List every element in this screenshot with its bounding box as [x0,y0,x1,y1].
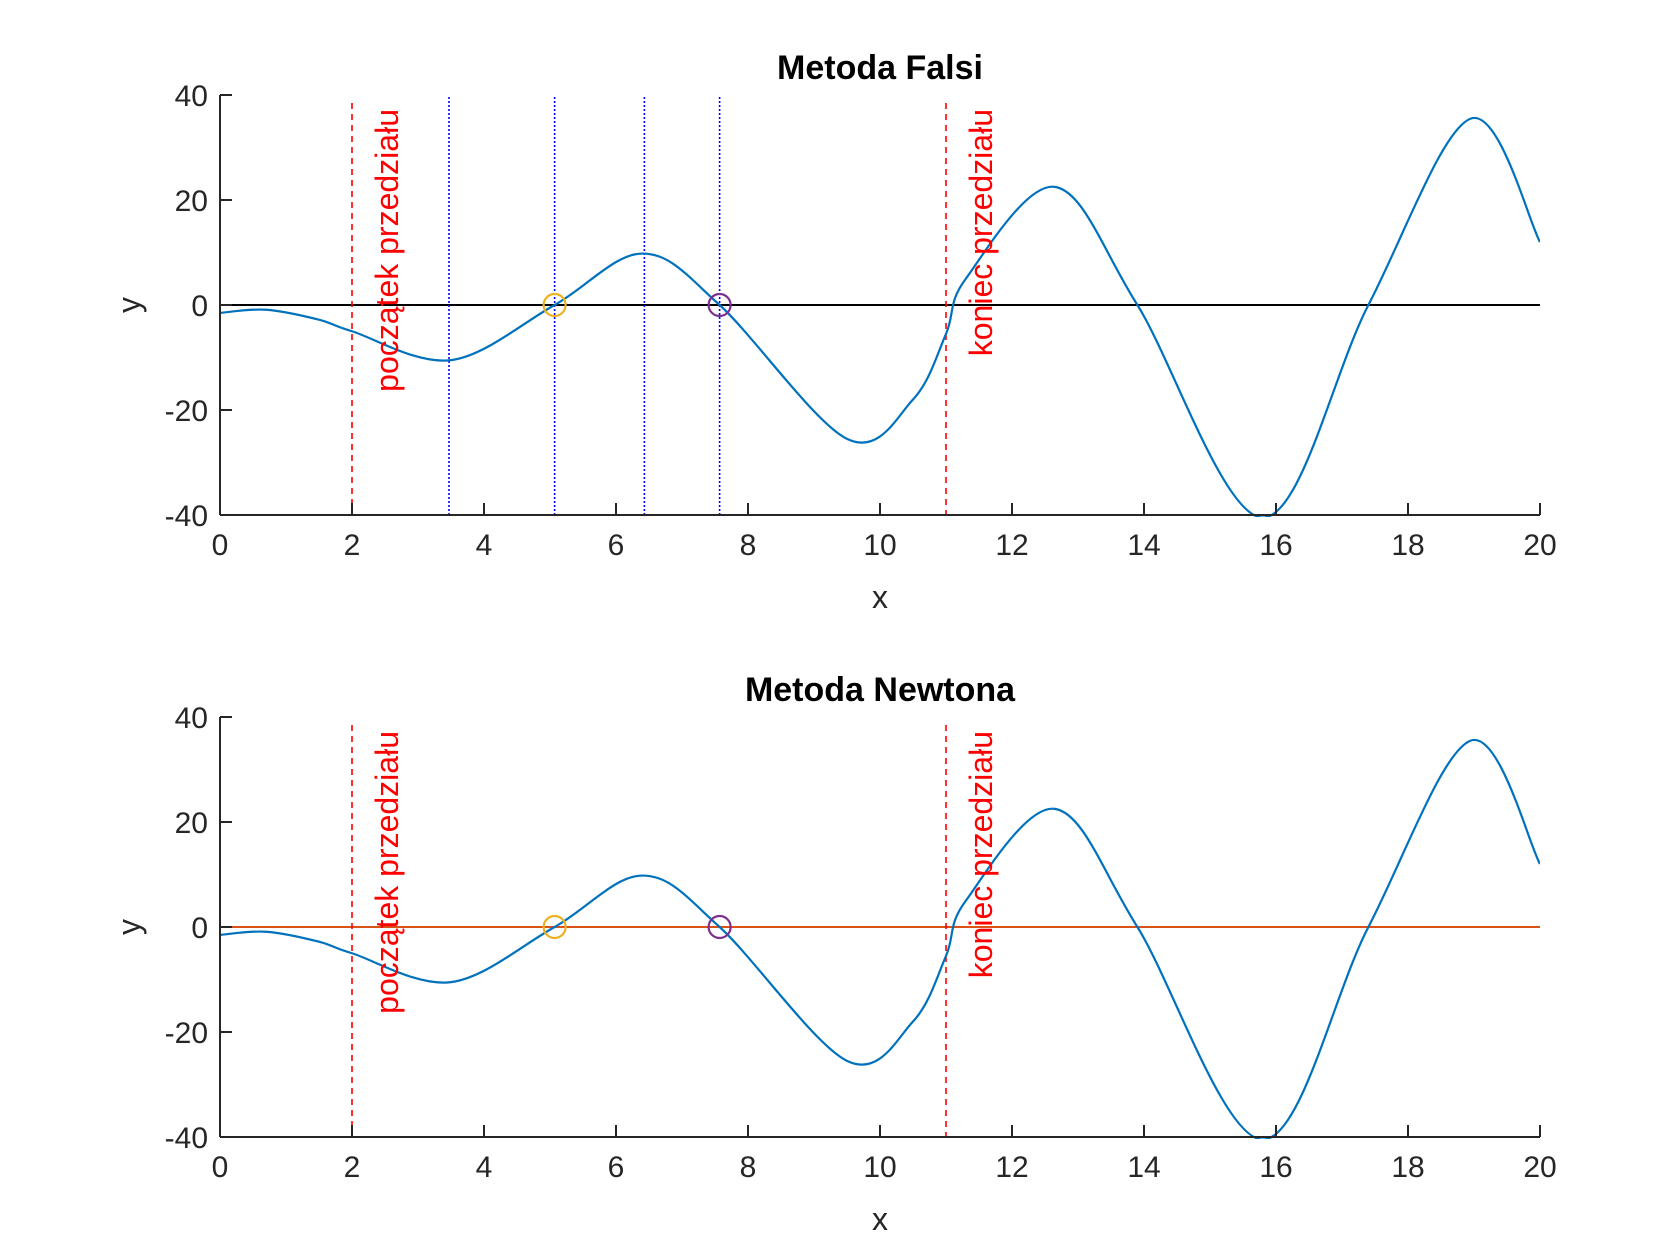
x-tick-label: 2 [344,529,361,562]
root-marker-2 [707,292,732,318]
x-tick-label: 8 [740,529,757,562]
x-tick-label: 20 [1523,1151,1556,1184]
y-tick-label: -40 [165,1122,208,1155]
y-tick-label: -20 [165,395,208,428]
y-tick-label: 0 [191,912,208,945]
x-tick-label: 16 [1259,1151,1292,1184]
x-tick-label: 18 [1391,529,1424,562]
y-tick-label: 40 [175,702,208,735]
subplot-falsi: początek przedziału koniec przedziału 0 2 4 6… [111,49,1557,615]
y-axis-label: y [111,297,147,313]
y-tick-label: 0 [191,290,208,323]
x-tick-label: 12 [995,529,1028,562]
x-tick-label: 0 [212,1151,229,1184]
y-axis-label: y [111,919,147,935]
function-curve [220,739,1540,1139]
x-tick-label: 8 [740,1151,757,1184]
plot-area [220,725,1540,1139]
plot-area [220,97,1540,517]
y-tick-label: 20 [175,807,208,840]
y-tick-label: -40 [165,500,208,533]
x-axis-label: x [872,579,888,615]
x-tick-label: 16 [1259,529,1292,562]
root-marker-1 [542,292,567,318]
x-tick-label: 10 [863,1151,896,1184]
chart-title: Metoda Newtona [745,671,1016,709]
x-tick-label: 4 [476,1151,493,1184]
subplot-newton: początek przedziału koniec przedziału 0 2 4 6… [111,671,1557,1237]
root-marker-2 [707,914,732,940]
x-tick-label: 0 [212,529,229,562]
y-tick-label: 40 [175,80,208,113]
x-tick-label: 6 [608,1151,625,1184]
x-tick-label: 4 [476,529,493,562]
boundary-label-start: początek przedziału [369,109,405,392]
y-tick-label: -20 [165,1017,208,1050]
x-tick-label: 10 [863,529,896,562]
boundary-label-start: początek przedziału [369,731,405,1014]
function-curve [220,117,1540,517]
boundary-label-end: koniec przedziału [963,109,999,356]
x-tick-label: 14 [1127,1151,1160,1184]
x-tick-label: 12 [995,1151,1028,1184]
y-tick-label: 20 [175,185,208,218]
root-marker-1 [542,914,567,940]
x-axis-label: x [872,1201,888,1237]
x-tick-label: 20 [1523,529,1556,562]
x-tick-label: 18 [1391,1151,1424,1184]
x-tick-label: 14 [1127,529,1160,562]
boundary-label-end: koniec przedziału [963,731,999,978]
chart-title: Metoda Falsi [777,49,983,87]
x-tick-label: 2 [344,1151,361,1184]
x-tick-label: 6 [608,529,625,562]
